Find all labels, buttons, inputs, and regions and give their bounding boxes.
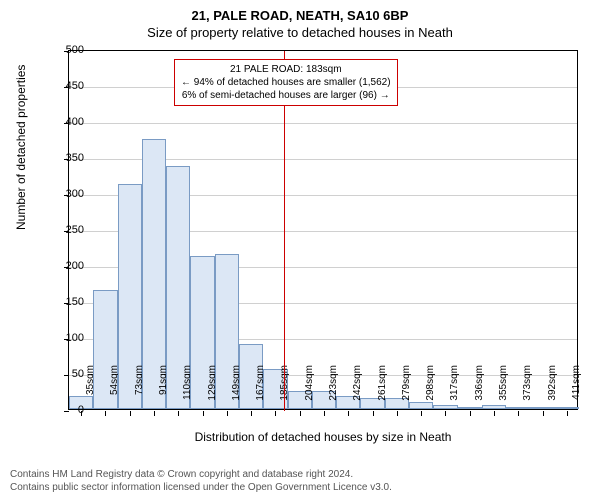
xtick-mark xyxy=(130,411,131,416)
xtick-mark xyxy=(275,411,276,416)
xtick-mark xyxy=(421,411,422,416)
annotation-line: 21 PALE ROAD: 183sqm xyxy=(181,63,391,76)
xtick-mark xyxy=(105,411,106,416)
xtick-mark xyxy=(494,411,495,416)
xtick-mark xyxy=(300,411,301,416)
annotation-box: 21 PALE ROAD: 183sqm← 94% of detached ho… xyxy=(174,59,398,106)
ytick-label: 400 xyxy=(44,116,84,128)
xtick-mark xyxy=(445,411,446,416)
ytick-label: 0 xyxy=(44,404,84,416)
xtick-mark xyxy=(203,411,204,416)
xtick-mark xyxy=(178,411,179,416)
ytick-label: 500 xyxy=(44,44,84,56)
annotation-line: 6% of semi-detached houses are larger (9… xyxy=(181,89,391,102)
xtick-mark xyxy=(567,411,568,416)
xtick-mark xyxy=(397,411,398,416)
ytick-label: 350 xyxy=(44,152,84,164)
xtick-mark xyxy=(470,411,471,416)
ytick-label: 50 xyxy=(44,368,84,380)
ytick-label: 200 xyxy=(44,260,84,272)
xtick-mark xyxy=(518,411,519,416)
page-title: 21, PALE ROAD, NEATH, SA10 6BP xyxy=(0,0,600,23)
xtick-mark xyxy=(251,411,252,416)
page-subtitle: Size of property relative to detached ho… xyxy=(0,23,600,46)
xtick-mark xyxy=(324,411,325,416)
xtick-mark xyxy=(227,411,228,416)
chart: 35sqm54sqm73sqm91sqm110sqm129sqm149sqm16… xyxy=(68,50,578,410)
annotation-line: ← 94% of detached houses are smaller (1,… xyxy=(181,76,391,89)
ytick-label: 100 xyxy=(44,332,84,344)
footer: Contains HM Land Registry data © Crown c… xyxy=(10,468,392,494)
xtick-mark xyxy=(348,411,349,416)
xtick-mark xyxy=(154,411,155,416)
xtick-label: 411sqm xyxy=(571,365,582,415)
ytick-label: 250 xyxy=(44,224,84,236)
xtick-mark xyxy=(543,411,544,416)
gridline xyxy=(69,123,577,124)
x-axis-label: Distribution of detached houses by size … xyxy=(68,430,578,444)
ytick-label: 300 xyxy=(44,188,84,200)
plot-area: 35sqm54sqm73sqm91sqm110sqm129sqm149sqm16… xyxy=(68,50,578,410)
ytick-label: 450 xyxy=(44,80,84,92)
ytick-label: 150 xyxy=(44,296,84,308)
y-axis-label: Number of detached properties xyxy=(14,65,28,230)
footer-line-2: Contains public sector information licen… xyxy=(10,481,392,494)
footer-line-1: Contains HM Land Registry data © Crown c… xyxy=(10,468,392,481)
xtick-mark xyxy=(373,411,374,416)
